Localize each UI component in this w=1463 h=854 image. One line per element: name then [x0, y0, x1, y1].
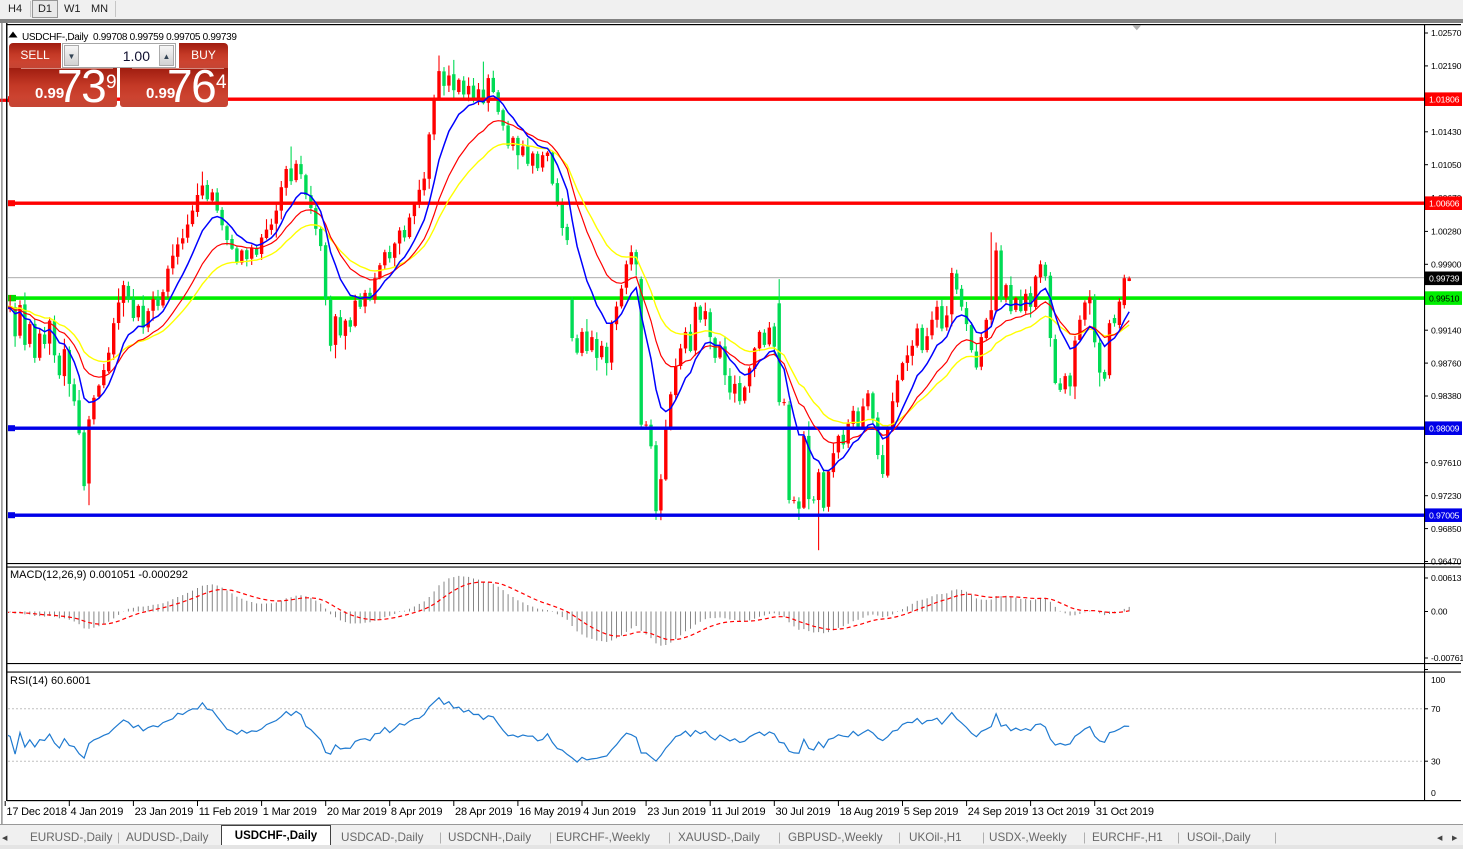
svg-text:0.99900: 0.99900 [1431, 260, 1462, 270]
svg-text:23 Jan 2019: 23 Jan 2019 [135, 806, 194, 818]
svg-text:USDCHF-,Daily 0.99708 0.99759: USDCHF-,Daily 0.99708 0.99759 0.99705 0.… [22, 32, 237, 43]
svg-text:RSI(14) 60.6001: RSI(14) 60.6001 [10, 675, 91, 687]
svg-text:0.99739: 0.99739 [1429, 274, 1460, 284]
svg-text:0.98009: 0.98009 [1429, 423, 1460, 433]
svg-text:4 Jan 2019: 4 Jan 2019 [71, 806, 124, 818]
svg-text:17 Dec 2018: 17 Dec 2018 [6, 806, 66, 818]
svg-text:30 Jul 2019: 30 Jul 2019 [776, 806, 831, 818]
svg-text:0.98760: 0.98760 [1431, 358, 1462, 368]
svg-text:5 Sep 2019: 5 Sep 2019 [904, 806, 959, 818]
svg-text:0.00613: 0.00613 [1431, 573, 1462, 583]
svg-text:0.98380: 0.98380 [1431, 391, 1462, 401]
svg-text:1.00606: 1.00606 [1429, 198, 1460, 208]
svg-text:23 Jun 2019: 23 Jun 2019 [647, 806, 706, 818]
svg-text:1.02190: 1.02190 [1431, 61, 1462, 71]
svg-text:28 Apr 2019: 28 Apr 2019 [455, 806, 512, 818]
svg-text:0.00: 0.00 [1431, 607, 1448, 617]
svg-text:20 Mar 2019: 20 Mar 2019 [327, 806, 387, 818]
svg-text:0.97005: 0.97005 [1429, 510, 1460, 520]
svg-text:0.96470: 0.96470 [1431, 557, 1462, 567]
svg-text:1 Mar 2019: 1 Mar 2019 [263, 806, 317, 818]
svg-text:0.99510: 0.99510 [1429, 293, 1460, 303]
svg-text:30: 30 [1431, 756, 1441, 766]
svg-text:1.01430: 1.01430 [1431, 127, 1462, 137]
svg-text:1.01806: 1.01806 [1429, 94, 1460, 104]
svg-text:1.01050: 1.01050 [1431, 160, 1462, 170]
svg-text:13 Oct 2019: 13 Oct 2019 [1032, 806, 1090, 818]
svg-text:11 Jul 2019: 11 Jul 2019 [711, 806, 765, 818]
svg-text:31 Oct 2019: 31 Oct 2019 [1096, 806, 1154, 818]
svg-text:8 Apr 2019: 8 Apr 2019 [391, 806, 442, 818]
svg-text:MACD(12,26,9) 0.001051 -0.0002: MACD(12,26,9) 0.001051 -0.000292 [10, 569, 188, 581]
svg-text:0.97230: 0.97230 [1431, 491, 1462, 501]
svg-text:0: 0 [1431, 788, 1436, 798]
svg-text:0.99140: 0.99140 [1431, 325, 1462, 335]
svg-text:-0.0076120: -0.0076120 [1431, 653, 1463, 663]
svg-text:16 May 2019: 16 May 2019 [519, 806, 581, 818]
svg-text:11 Feb 2019: 11 Feb 2019 [199, 806, 258, 818]
svg-text:0.97610: 0.97610 [1431, 458, 1462, 468]
svg-text:0.96850: 0.96850 [1431, 524, 1462, 534]
svg-text:24 Sep 2019: 24 Sep 2019 [968, 806, 1028, 818]
svg-text:1.02570: 1.02570 [1431, 28, 1462, 38]
svg-text:70: 70 [1431, 704, 1441, 714]
svg-text:18 Aug 2019: 18 Aug 2019 [840, 806, 900, 818]
svg-text:100: 100 [1431, 675, 1445, 685]
svg-text:1.00280: 1.00280 [1431, 227, 1462, 237]
svg-text:4 Jun 2019: 4 Jun 2019 [583, 806, 636, 818]
